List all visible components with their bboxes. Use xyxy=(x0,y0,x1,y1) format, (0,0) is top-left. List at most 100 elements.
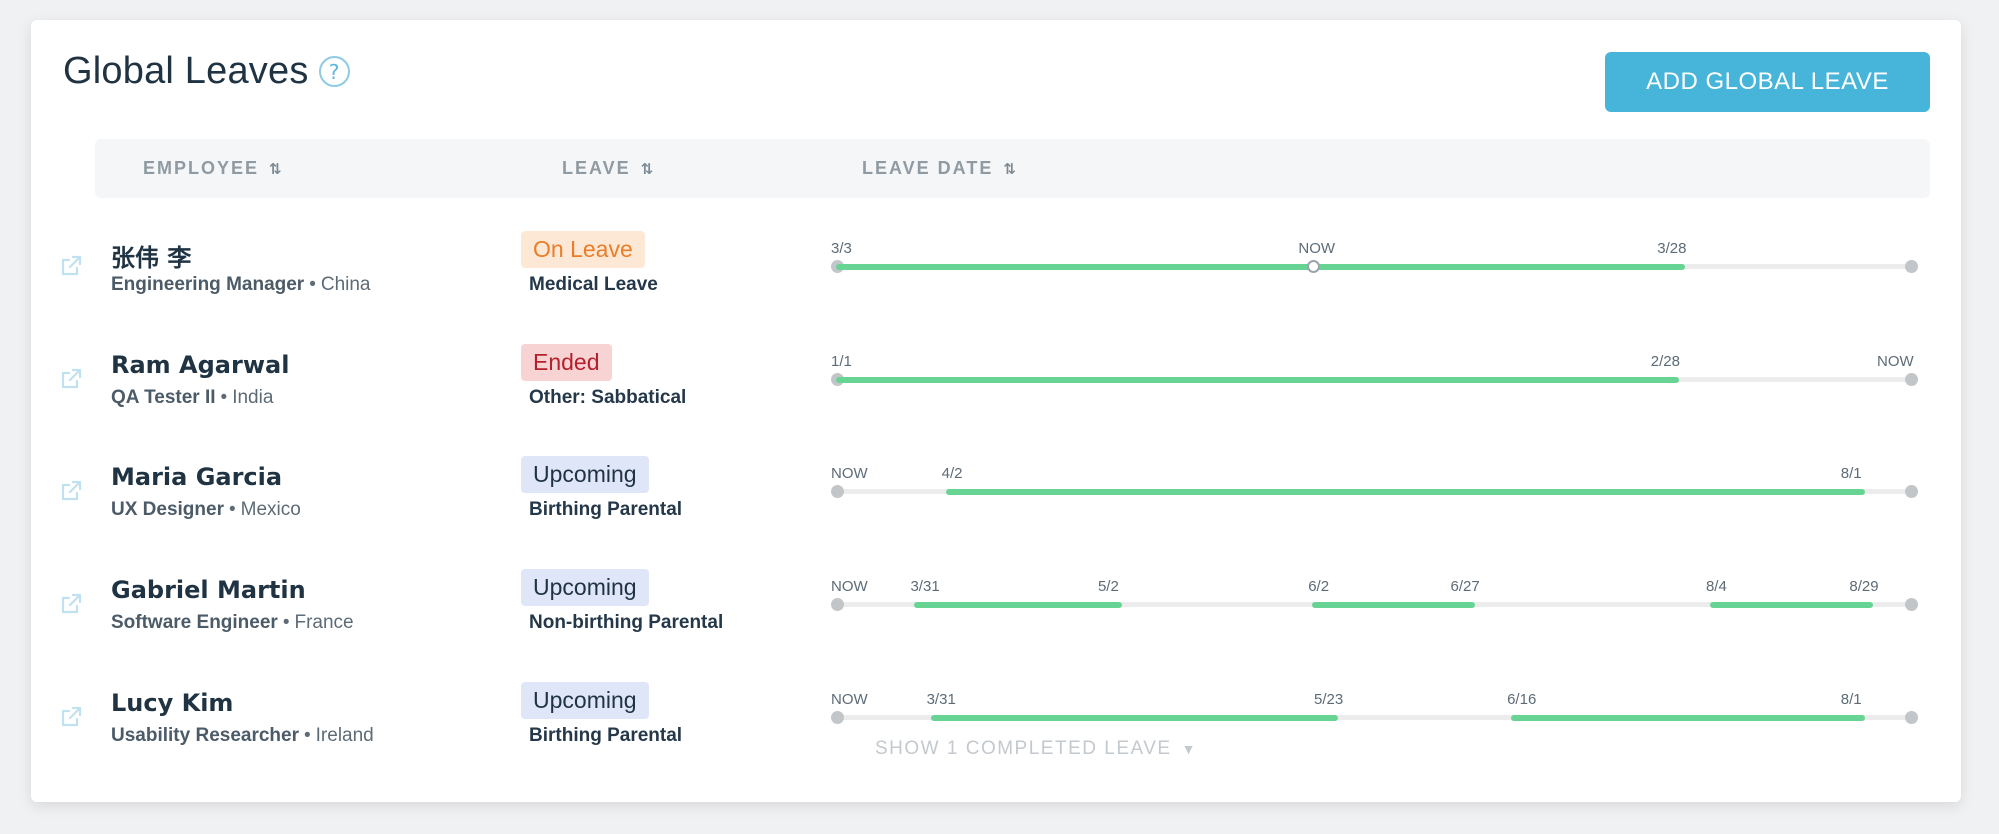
segment-start-label: 6/2 xyxy=(1308,578,1330,595)
leave-type: Medical Leave xyxy=(529,274,658,295)
leave-type: Non-birthing Parental xyxy=(529,612,724,633)
sort-arrows-icon[interactable]: ⇅ xyxy=(1003,160,1016,178)
segment-start-label: 4/2 xyxy=(941,465,963,482)
status-badge: Upcoming xyxy=(521,569,649,606)
employee-country: France xyxy=(294,612,354,633)
employee-country: India xyxy=(232,387,274,408)
column-header-employee[interactable]: EMPLOYEE ⇅ xyxy=(143,158,282,178)
edit-icon[interactable] xyxy=(59,705,83,729)
leave-timeline: 3/31 5/2 6/2 6/27 8/4 8/29 NOW xyxy=(831,568,1931,628)
leave-segment xyxy=(930,715,1339,721)
status-badge: Upcoming xyxy=(521,682,649,719)
page-title: Global Leaves xyxy=(63,50,309,92)
leave-segment xyxy=(1511,715,1865,721)
edit-icon[interactable] xyxy=(59,592,83,616)
segment-start-label: 6/16 xyxy=(1507,691,1537,708)
separator-dot: • xyxy=(282,612,290,633)
leave-timeline: 3/31 5/23 6/16 8/1 NOW xyxy=(831,681,1931,741)
employee-role: Engineering Manager xyxy=(111,274,305,295)
employee-subtitle: Software Engineer • France xyxy=(111,612,354,634)
employee-name[interactable]: 张伟 李 xyxy=(111,244,192,272)
employee-subtitle: Usability Researcher • Ireland xyxy=(111,725,374,747)
timeline-now-label: NOW xyxy=(1877,353,1914,370)
segment-end-label: 5/23 xyxy=(1314,691,1344,708)
table-header: EMPLOYEE ⇅ LEAVE ⇅ LEAVE DATE ⇅ xyxy=(95,139,1930,198)
segment-start-label: 3/31 xyxy=(926,691,956,708)
column-header-leave[interactable]: LEAVE ⇅ xyxy=(562,158,654,178)
timeline-now-label: NOW xyxy=(831,465,868,482)
segment-start-label: 8/4 xyxy=(1705,578,1727,595)
timeline-start-dot xyxy=(831,598,844,611)
employee-name[interactable]: Ram Agarwal xyxy=(111,351,290,379)
add-global-leave-button[interactable]: ADD GLOBAL LEAVE xyxy=(1605,52,1930,112)
leave-segment xyxy=(914,602,1122,608)
timeline-now-label: NOW xyxy=(831,691,868,708)
leave-segment xyxy=(836,377,1679,383)
timeline-now-marker xyxy=(1307,260,1321,273)
timeline-now-label: NOW xyxy=(831,578,868,595)
table-row: 张伟 李 Engineering Manager • China On Leave Med… xyxy=(31,230,1961,342)
employee-role: Usability Researcher xyxy=(111,725,299,746)
timeline-start-label: 3/3 xyxy=(831,240,852,257)
help-icon[interactable]: ? xyxy=(318,56,350,87)
employee-role: QA Tester II xyxy=(111,387,216,408)
employee-subtitle: Engineering Manager • China xyxy=(111,274,371,296)
timeline-now-label: NOW xyxy=(1298,240,1336,257)
table-row: Ram Agarwal QA Tester II • India Ended Other:… xyxy=(31,343,1961,455)
leave-type: Birthing Parental xyxy=(529,725,683,746)
timeline-start-label: 1/1 xyxy=(831,353,852,370)
page-header: Global Leaves ? xyxy=(63,50,350,93)
employee-name[interactable]: Lucy Kim xyxy=(111,689,234,717)
timeline-end-dot xyxy=(1905,711,1918,724)
employee-subtitle: QA Tester II • India xyxy=(111,387,273,409)
employee-name[interactable]: Gabriel Martin xyxy=(111,576,306,604)
employee-country: Mexico xyxy=(240,499,301,520)
sort-arrows-icon[interactable]: ⇅ xyxy=(640,160,654,178)
timeline-end-dot xyxy=(1905,260,1918,273)
employee-name[interactable]: Maria Garcia xyxy=(111,463,283,491)
table-row: Lucy Kim Usability Researcher • Ireland Upco… xyxy=(31,681,1961,793)
leave-timeline: 1/1 2/28 NOW xyxy=(831,343,1931,403)
edit-icon[interactable] xyxy=(59,479,83,503)
status-badge: Upcoming xyxy=(521,456,649,493)
leave-type: Other: Sabbatical xyxy=(529,387,687,408)
global-leaves-card: Global Leaves ? ADD GLOBAL LEAVE EMPLOYE… xyxy=(31,20,1961,802)
status-badge: Ended xyxy=(521,344,612,381)
timeline-end-dot xyxy=(1905,598,1918,611)
segment-end-label: 5/2 xyxy=(1097,578,1119,595)
table-row: Gabriel Martin Software Engineer • France Up… xyxy=(31,568,1961,680)
employee-country: China xyxy=(320,274,371,295)
column-header-leave-date[interactable]: LEAVE DATE ⇅ xyxy=(862,158,1016,178)
separator-dot: • xyxy=(304,725,311,746)
employee-role: UX Designer xyxy=(111,499,224,520)
leave-segment xyxy=(1709,602,1874,608)
timeline-track xyxy=(836,715,1911,720)
segment-end-label: 8/29 xyxy=(1849,578,1879,595)
separator-dot: • xyxy=(220,387,228,408)
segment-end-label: 6/27 xyxy=(1450,578,1480,595)
timeline-end-dot xyxy=(1905,373,1918,386)
edit-icon[interactable] xyxy=(59,367,83,391)
show-completed-leave-toggle[interactable]: SHOW 1 COMPLETED LEAVE ▼ xyxy=(875,738,1196,759)
leave-timeline: 3/3 3/28 NOW xyxy=(831,230,1931,290)
segment-start-label: 3/31 xyxy=(910,578,940,595)
leave-segment xyxy=(945,489,1865,495)
separator-dot: • xyxy=(228,499,236,520)
timeline-start-dot xyxy=(831,485,844,498)
separator-dot: • xyxy=(309,274,316,295)
status-badge: On Leave xyxy=(521,231,645,268)
table-row: Maria Garcia UX Designer • Mexico Upcoming Bi… xyxy=(31,455,1961,567)
leave-segment xyxy=(1312,602,1475,608)
employee-subtitle: UX Designer • Mexico xyxy=(111,499,301,521)
caret-down-icon: ▼ xyxy=(1181,741,1196,757)
segment-end-label: 8/1 xyxy=(1840,691,1862,708)
edit-icon[interactable] xyxy=(59,254,83,278)
timeline-end-dot xyxy=(1905,485,1918,498)
leave-type: Birthing Parental xyxy=(529,499,683,520)
timeline-end-label: 3/28 xyxy=(1657,240,1687,257)
leave-segment xyxy=(836,264,1686,270)
segment-end-label: 8/1 xyxy=(1840,465,1862,482)
leave-timeline: 4/2 8/1 NOW xyxy=(831,455,1931,515)
employee-role: Software Engineer xyxy=(111,612,278,633)
sort-arrows-icon[interactable]: ⇅ xyxy=(269,160,282,178)
